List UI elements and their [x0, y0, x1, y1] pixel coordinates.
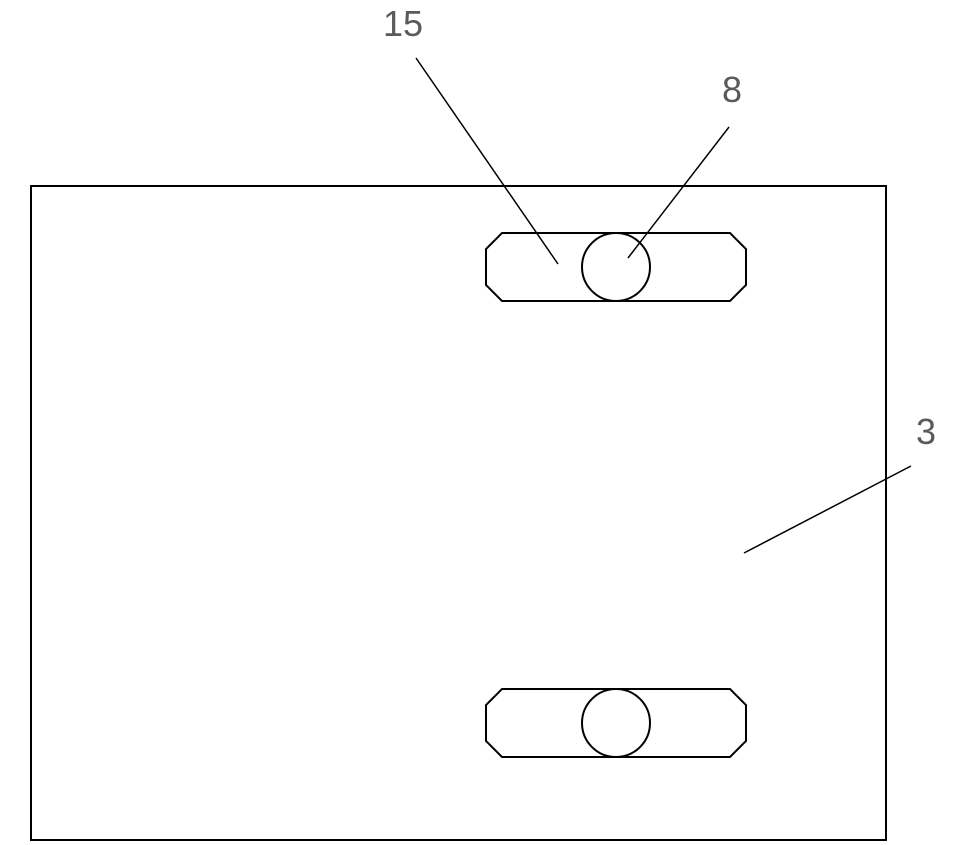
label-15: 15	[383, 3, 423, 44]
leader-line-15	[416, 58, 558, 264]
label-3: 3	[916, 411, 936, 452]
circle-bottom	[582, 689, 650, 757]
label-8: 8	[722, 69, 742, 110]
main-rectangle	[31, 186, 886, 840]
slot-top	[486, 233, 746, 301]
leader-line-8	[628, 127, 729, 258]
slot-bottom	[486, 689, 746, 757]
